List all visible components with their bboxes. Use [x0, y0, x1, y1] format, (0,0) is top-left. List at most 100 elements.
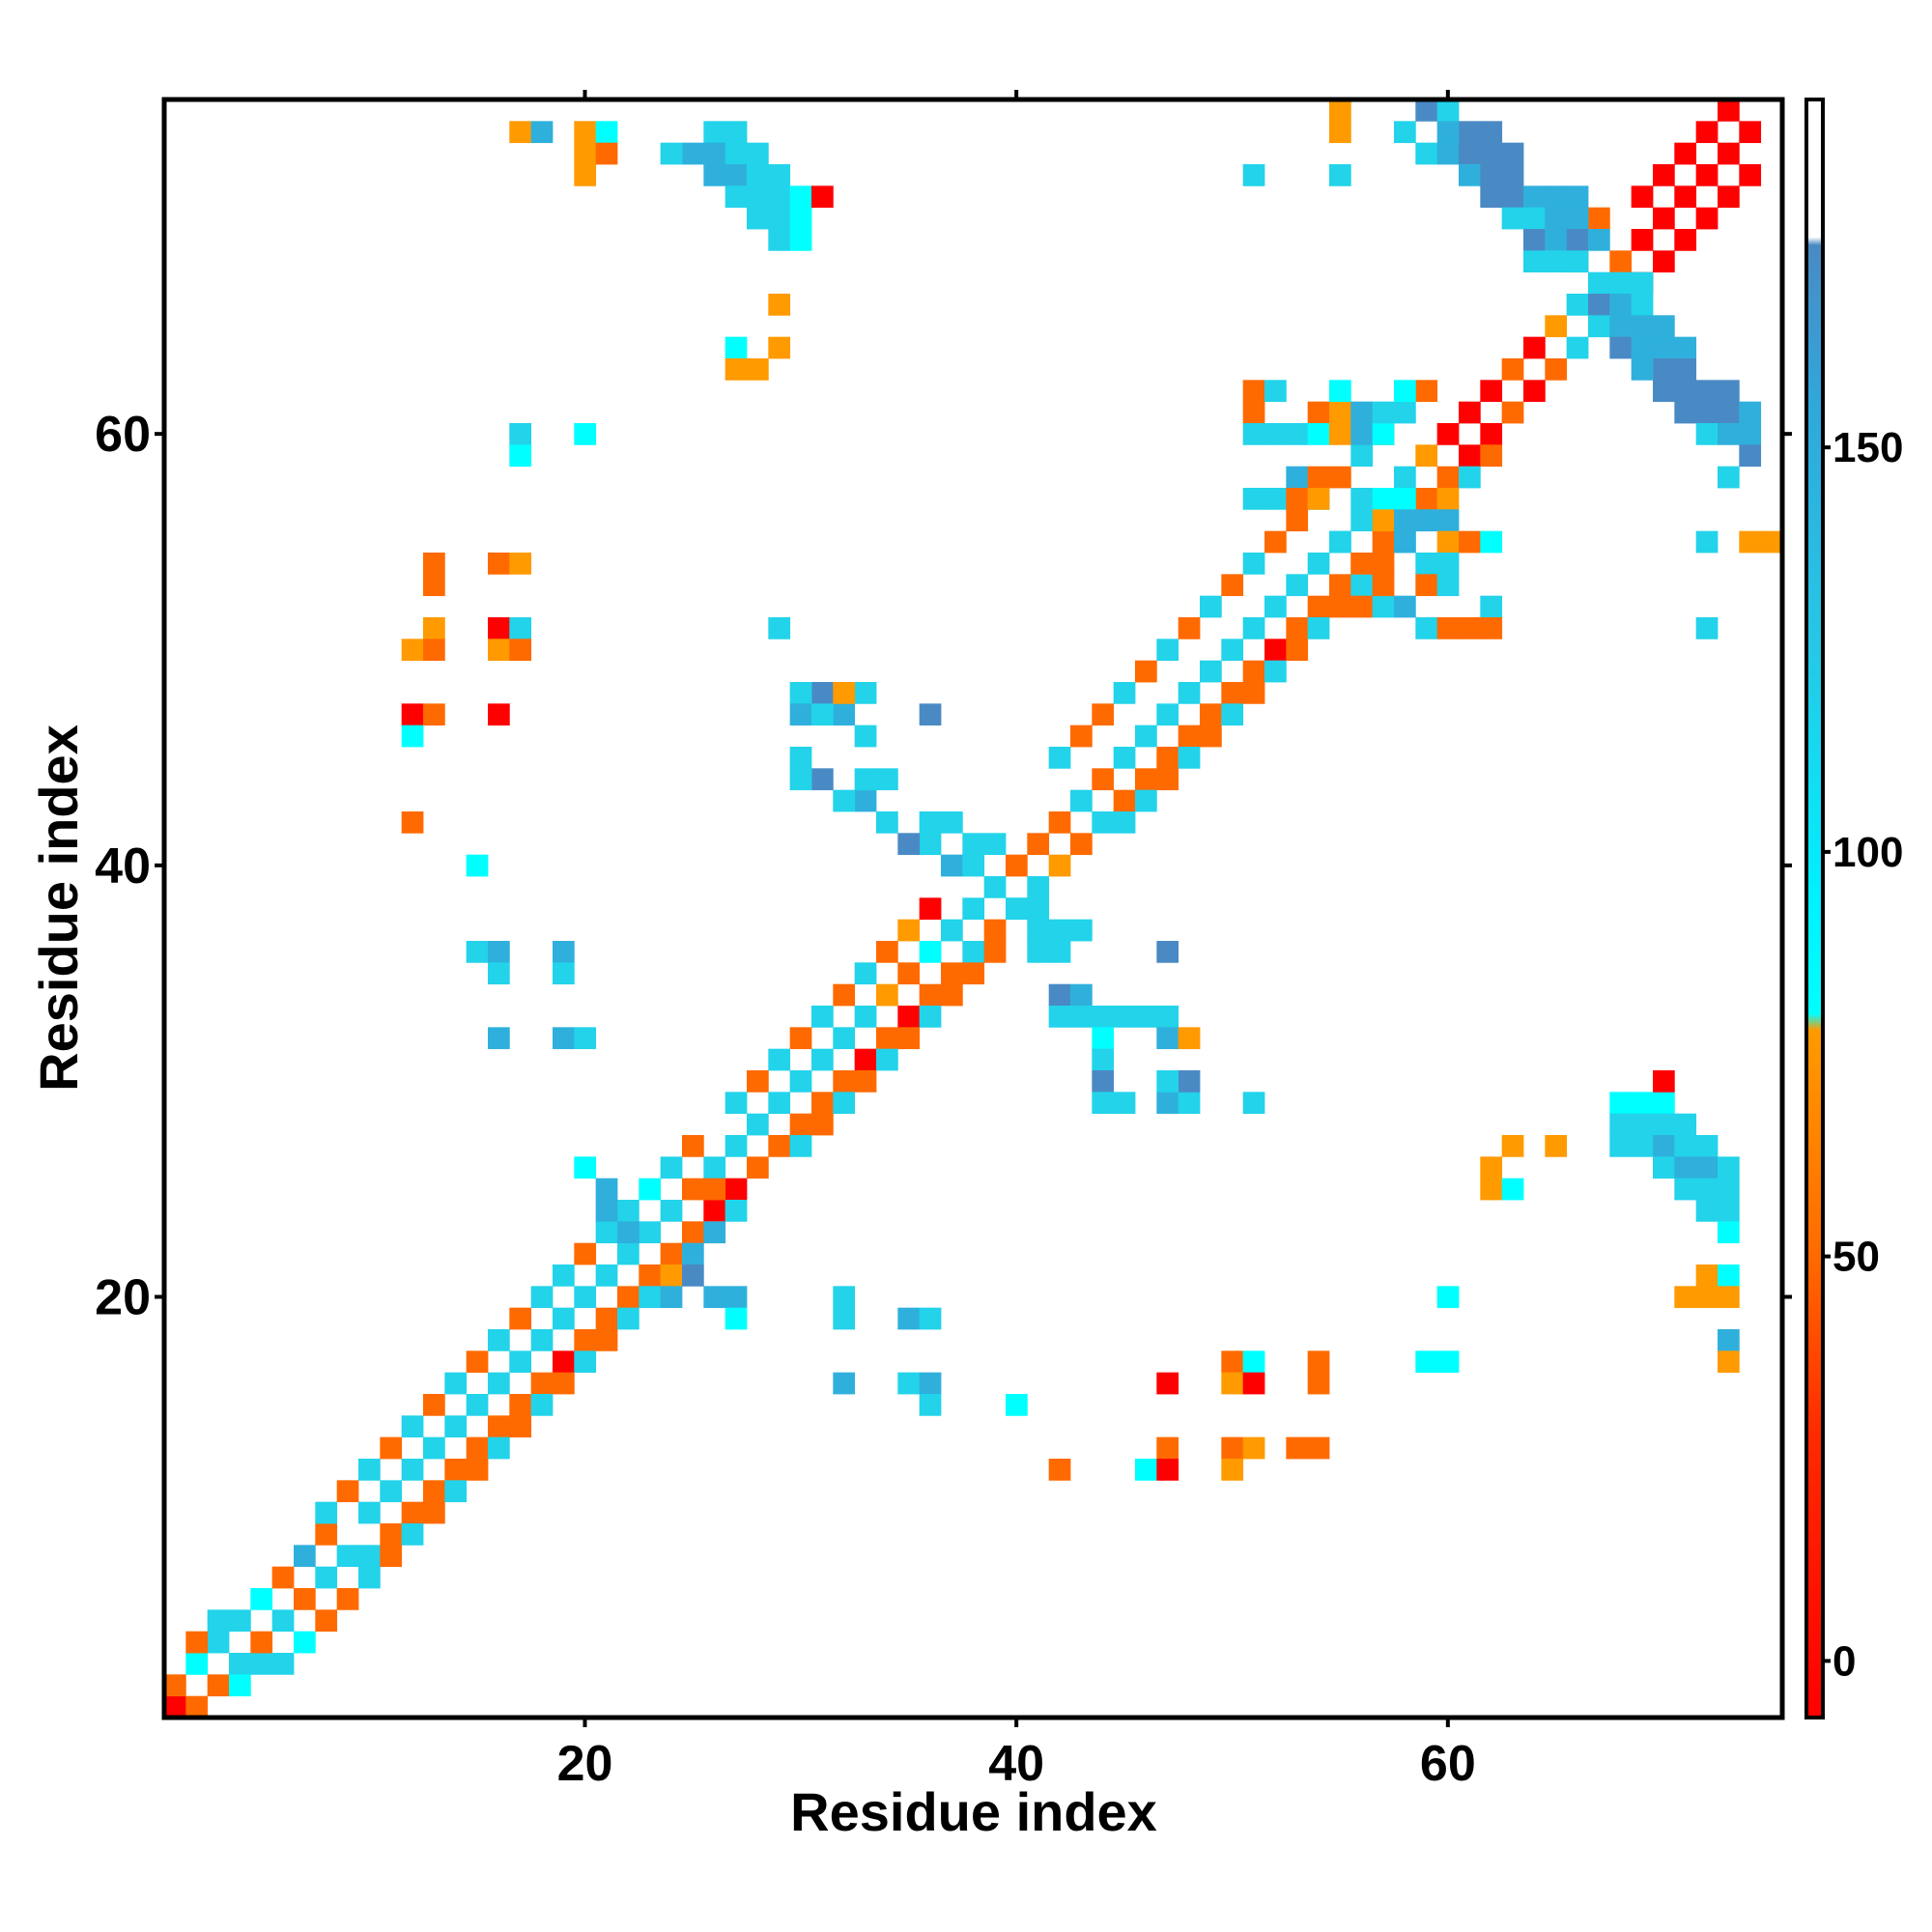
heatmap-cell — [1092, 703, 1115, 726]
heatmap-cell — [1027, 941, 1050, 963]
heatmap-cell — [983, 941, 1007, 963]
heatmap-cell — [833, 703, 856, 726]
heatmap-cell — [854, 768, 877, 791]
heatmap-cell — [724, 185, 748, 209]
heatmap-cell — [1718, 185, 1740, 209]
heatmap-cell — [789, 703, 812, 726]
heatmap-cell — [919, 897, 942, 921]
heatmap-cell — [1609, 1092, 1633, 1115]
heatmap-cell — [617, 1221, 639, 1244]
heatmap-cell — [789, 1070, 812, 1093]
heatmap-cell — [811, 1113, 834, 1136]
heatmap-cell — [1394, 595, 1416, 618]
heatmap-cell — [488, 703, 510, 726]
heatmap-cell — [444, 1372, 468, 1395]
heatmap-cell — [1653, 164, 1675, 186]
heatmap-cell — [1566, 250, 1589, 273]
heatmap-cell — [1695, 1264, 1719, 1287]
heatmap-cell — [1588, 294, 1610, 316]
heatmap-cell — [1178, 682, 1201, 704]
heatmap-cell — [983, 919, 1007, 942]
heatmap-cell — [207, 1631, 230, 1654]
heatmap-cell — [1674, 380, 1697, 403]
heatmap-cell — [682, 1135, 704, 1157]
heatmap-cell — [1286, 617, 1309, 639]
heatmap-cell — [1653, 315, 1675, 338]
heatmap-cell — [423, 639, 445, 662]
heatmap-cell — [941, 962, 963, 985]
heatmap-cell — [876, 811, 898, 834]
heatmap-cell — [768, 185, 791, 209]
heatmap-cell — [164, 1674, 186, 1697]
heatmap-cell — [1501, 164, 1524, 186]
heatmap-cell — [553, 941, 575, 963]
heatmap-cell — [1545, 1135, 1568, 1157]
heatmap-cell — [682, 142, 704, 165]
heatmap-cell — [703, 1286, 726, 1309]
heatmap-cell — [1609, 294, 1633, 316]
heatmap-cell — [1480, 164, 1503, 186]
heatmap-cell — [530, 121, 554, 144]
heatmap-cell — [876, 1027, 898, 1050]
heatmap-cell — [747, 1113, 769, 1136]
heatmap-cell — [660, 1200, 683, 1222]
heatmap-cell — [1372, 488, 1395, 510]
heatmap-cell — [660, 1156, 683, 1179]
heatmap-cell — [444, 1459, 468, 1481]
x-axis: 20 40 60 — [557, 90, 1476, 1792]
heatmap-cell — [1242, 1372, 1265, 1395]
heatmap-cell — [1350, 488, 1374, 510]
heatmap-cell — [1027, 897, 1050, 921]
heatmap-cell — [789, 185, 812, 209]
heatmap-cell — [724, 121, 748, 144]
heatmap-cell — [1718, 1200, 1740, 1222]
heatmap-cell — [1329, 466, 1351, 489]
heatmap-cell — [703, 121, 726, 144]
heatmap-cell — [1350, 423, 1374, 445]
x-axis-title: Residue index — [790, 1781, 1157, 1842]
heatmap-cell — [1070, 919, 1093, 942]
heatmap-cell — [1048, 1459, 1071, 1481]
heatmap-cell — [1156, 1027, 1179, 1050]
heatmap-cell — [768, 294, 791, 316]
heatmap-cell — [724, 336, 748, 359]
heatmap-cell — [466, 1436, 489, 1460]
heatmap-cell — [1631, 185, 1654, 209]
heatmap-cell — [639, 1178, 662, 1201]
heatmap-cell — [1739, 121, 1762, 144]
heatmap-cell — [1501, 185, 1524, 209]
heatmap-cell — [444, 1415, 468, 1438]
heatmap-cell — [724, 358, 748, 381]
heatmap-cell — [1092, 1027, 1115, 1050]
heatmap-cell — [854, 1070, 877, 1093]
colorbar-tick-label: 50 — [1833, 1234, 1880, 1281]
heatmap-cell — [1501, 207, 1524, 230]
heatmap-cell — [1436, 423, 1460, 445]
heatmap-cell — [1350, 595, 1374, 618]
heatmap-cell — [1242, 401, 1265, 424]
heatmap-cell — [1027, 833, 1050, 856]
heatmap-cell — [1695, 423, 1719, 445]
heatmap-cell — [1415, 380, 1438, 403]
heatmap-cell — [724, 1307, 748, 1330]
heatmap-cell — [1092, 1006, 1115, 1028]
heatmap-cell — [1156, 747, 1179, 769]
heatmap-cell — [811, 1092, 834, 1115]
heatmap-cell — [768, 1048, 791, 1071]
heatmap-cell — [250, 1631, 273, 1654]
heatmap-cell — [660, 1242, 683, 1265]
heatmap-cell — [1718, 1221, 1740, 1244]
heatmap-cell — [1436, 617, 1460, 639]
heatmap-cell — [639, 1264, 662, 1287]
heatmap-cell — [1480, 444, 1503, 468]
heatmap-cell — [1436, 553, 1460, 575]
heatmap-cell — [660, 1264, 683, 1287]
heatmap-cell — [488, 1415, 510, 1438]
heatmap-cell — [897, 962, 921, 985]
colorbar-tick-label: 0 — [1833, 1637, 1856, 1685]
heatmap-cell — [1221, 682, 1244, 704]
heatmap-cell — [1307, 466, 1330, 489]
heatmap-cell — [1545, 185, 1568, 209]
heatmap-cell — [1242, 1092, 1265, 1115]
heatmap-cell — [553, 1307, 575, 1330]
